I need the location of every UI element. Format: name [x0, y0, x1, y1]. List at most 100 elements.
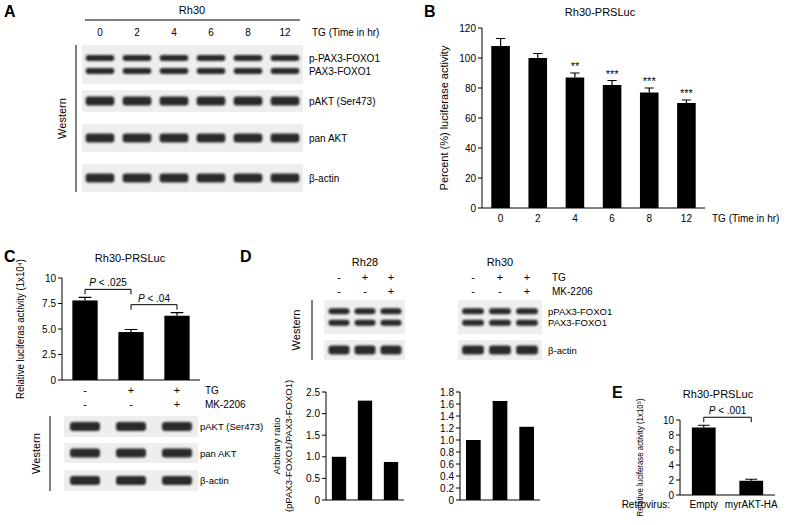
blot-band [354, 308, 375, 314]
y-tick [456, 500, 460, 501]
lane-label: 6 [208, 27, 214, 38]
y-tick [322, 435, 326, 436]
chart-title: Rh30-PRSLuc [683, 388, 754, 400]
error-bar [171, 313, 184, 316]
y-tick [456, 452, 460, 453]
y-tick [322, 478, 326, 479]
x-axis [326, 500, 404, 501]
chart-title: Rh30-PRSLuc [565, 6, 636, 18]
x-axis-label: TG (Time in hr) [712, 213, 779, 224]
blot-band [380, 320, 401, 326]
y-tick [456, 404, 460, 405]
lane-label: 0 [97, 27, 103, 38]
blot-band [123, 68, 152, 74]
blot-band [86, 68, 115, 74]
y-tick-label: 1.4 [440, 411, 454, 422]
condition-sign: + [524, 271, 530, 283]
blot-band [160, 68, 189, 74]
error-bar [682, 100, 691, 103]
blot-band [116, 449, 146, 458]
condition-sign: - [471, 285, 475, 297]
bar [519, 427, 534, 500]
blot-title: Rh30 [487, 256, 513, 268]
p-value-text: < .025 [96, 277, 127, 288]
blot-band [86, 97, 115, 106]
blot-band [234, 68, 263, 74]
y-tick-label: 1.8 [440, 387, 454, 398]
band-label: PAX3-FOXO1 [548, 317, 607, 328]
y-tick [478, 148, 482, 149]
lane-label: 12 [279, 27, 291, 38]
bar [118, 332, 143, 380]
condition-sign: - [471, 271, 475, 283]
blot-band [516, 320, 538, 326]
blot-band [234, 55, 263, 61]
blot-band [234, 174, 263, 183]
blot-band [197, 68, 226, 74]
bar [164, 316, 189, 380]
band-label: pAKT (Ser473) [200, 421, 263, 432]
y-tick [676, 495, 680, 496]
condition-name: MK-2206 [552, 286, 593, 297]
blot-band [160, 174, 189, 183]
bar [72, 300, 97, 380]
blot-band [70, 449, 100, 458]
blot-band [123, 97, 152, 106]
title-rule [85, 20, 300, 21]
y-tick-label: 2 [668, 475, 674, 486]
blot-band [70, 476, 100, 485]
blot-band [160, 55, 189, 61]
y-tick [456, 476, 460, 477]
y-axis-label: (pPAX3-FOXO1/PAX3-FOXO1) [283, 380, 294, 512]
x-tick-label: 4 [572, 213, 578, 224]
blot-title: Rh28 [352, 256, 378, 268]
y-axis-label: Percent (%) luciferase activity [438, 45, 450, 190]
y-tick [58, 278, 62, 279]
condition-label: TG (Time in hr) [312, 27, 379, 38]
comparison-label: P < .001 [709, 405, 747, 416]
y-tick-label: 10 [45, 273, 57, 284]
y-tick-label: 60 [465, 113, 477, 124]
y-tick [676, 435, 680, 436]
y-tick-label: 10 [663, 415, 675, 426]
blot-band [86, 174, 115, 183]
blot-membrane [82, 45, 303, 84]
blot-band [116, 476, 146, 485]
y-tick [676, 465, 680, 466]
x-axis-label: Retrovirus: [622, 499, 670, 510]
error-bar [570, 73, 579, 78]
y-tick-label: 100 [459, 53, 476, 64]
side-label: Western [290, 310, 302, 351]
y-tick-label: 0 [470, 203, 476, 214]
error-bar [496, 39, 505, 47]
bar [692, 428, 716, 496]
western-blot: Rh300246812TG (Time in hr)Westernp-PAX3-… [56, 4, 380, 192]
blot-band [462, 346, 484, 355]
blot-band [271, 134, 300, 143]
blot-band [160, 134, 189, 143]
band-label: pAKT (Ser473) [309, 96, 376, 107]
y-tick [322, 500, 326, 501]
band-label: pPAX3-FOXO1 [548, 306, 612, 317]
significance-label: *** [643, 75, 657, 87]
significance-label: ** [571, 60, 580, 72]
blot-membrane [64, 443, 198, 463]
y-tick-label: 2.5 [42, 349, 56, 360]
western-blot: WesternpAKT (Ser473)pan AKTβ-actin [30, 416, 263, 491]
side-rule [50, 416, 51, 491]
blot-band [489, 320, 511, 326]
y-tick-label: 40 [465, 143, 477, 154]
condition-sign: + [362, 271, 368, 283]
y-tick-label: 20 [465, 173, 477, 184]
blot-band [70, 422, 100, 431]
error-bar [533, 54, 542, 59]
y-tick-label: 0 [314, 495, 320, 506]
x-axis [62, 380, 200, 381]
blot-band [328, 308, 349, 314]
blot-band [516, 346, 538, 355]
y-axis-label: Relative luciferas activity (1x10⁴) [15, 259, 26, 399]
plot-area [332, 401, 398, 500]
condition-sign: - [498, 285, 502, 297]
side-label: Western [56, 98, 68, 139]
blot-band [328, 320, 349, 326]
